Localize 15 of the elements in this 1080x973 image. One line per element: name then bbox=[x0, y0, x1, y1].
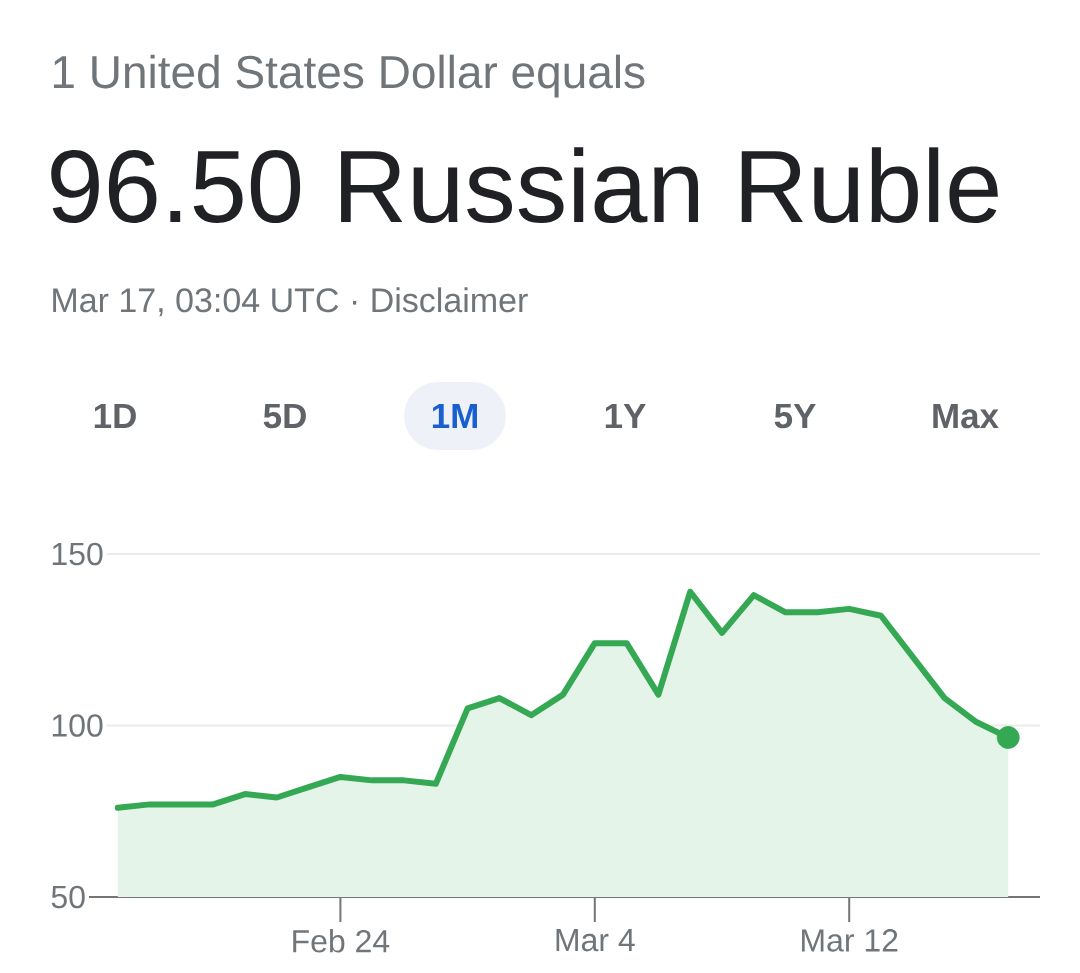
text: 1D bbox=[94, 403, 136, 428]
y-tick-label: 150 bbox=[52, 542, 103, 566]
chart-subtitle: Mar 17, 03:04 UTC · Disclaimer bbox=[53, 287, 528, 317]
text: 5Y bbox=[774, 403, 816, 429]
y-tick-label: 50 bbox=[51, 885, 85, 909]
y-tick-label: 100 bbox=[52, 714, 103, 737]
x-tick-label: Mar 4 bbox=[556, 929, 635, 952]
x-tick-label: Feb 24 bbox=[293, 929, 390, 953]
text: Max bbox=[933, 403, 999, 429]
x-tick-label: Mar 12 bbox=[802, 929, 898, 952]
text: 1 United States Dollar equals bbox=[53, 54, 645, 98]
text: 1M bbox=[432, 403, 477, 428]
text: 1Y bbox=[605, 403, 646, 428]
chart-title: 96.50 Russian Ruble bbox=[51, 147, 998, 223]
text: 5D bbox=[263, 403, 306, 429]
